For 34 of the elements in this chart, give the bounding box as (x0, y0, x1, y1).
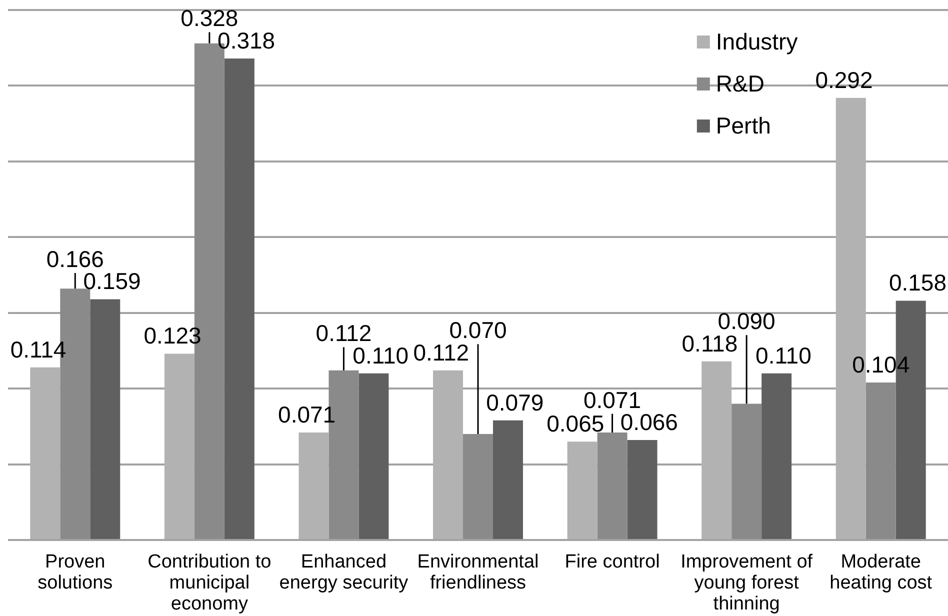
bar (224, 58, 254, 539)
bar (90, 299, 120, 539)
bar (463, 434, 493, 539)
x-tick-label: Fire control (564, 552, 660, 573)
bar (702, 361, 732, 539)
x-tick-label: Moderate heating cost (830, 552, 933, 594)
bar (298, 432, 329, 539)
legend-label: Industry (716, 28, 798, 54)
legend-label: R&D (716, 70, 764, 96)
legend-label: Perth (716, 112, 771, 138)
bar (30, 367, 60, 539)
data-label: 0.123 (144, 322, 202, 349)
bar (597, 432, 628, 539)
data-label: 0.071 (278, 401, 336, 428)
bar (358, 373, 389, 539)
x-tick-label: Environmental friendliness (417, 552, 539, 594)
bar (164, 354, 194, 539)
bar (433, 370, 464, 539)
data-label: 0.079 (486, 389, 544, 416)
bar (627, 440, 658, 539)
x-tick-label: Enhanced energy security (279, 552, 409, 594)
data-label: 0.065 (546, 410, 604, 437)
bar (492, 420, 523, 539)
bar (866, 382, 896, 539)
x-tick-label: Improvement of young forest thinning (680, 552, 814, 614)
bar (732, 404, 762, 539)
bar (567, 442, 598, 539)
x-tick-label: Proven solutions (38, 552, 113, 594)
data-label: 0.114 (10, 336, 66, 362)
data-label: 0.110 (756, 342, 812, 368)
x-tick-label: Contribution to municipal economy (148, 552, 272, 614)
data-label: 0.158 (888, 270, 947, 296)
bar (762, 373, 792, 539)
data-label: 0.292 (815, 66, 873, 93)
